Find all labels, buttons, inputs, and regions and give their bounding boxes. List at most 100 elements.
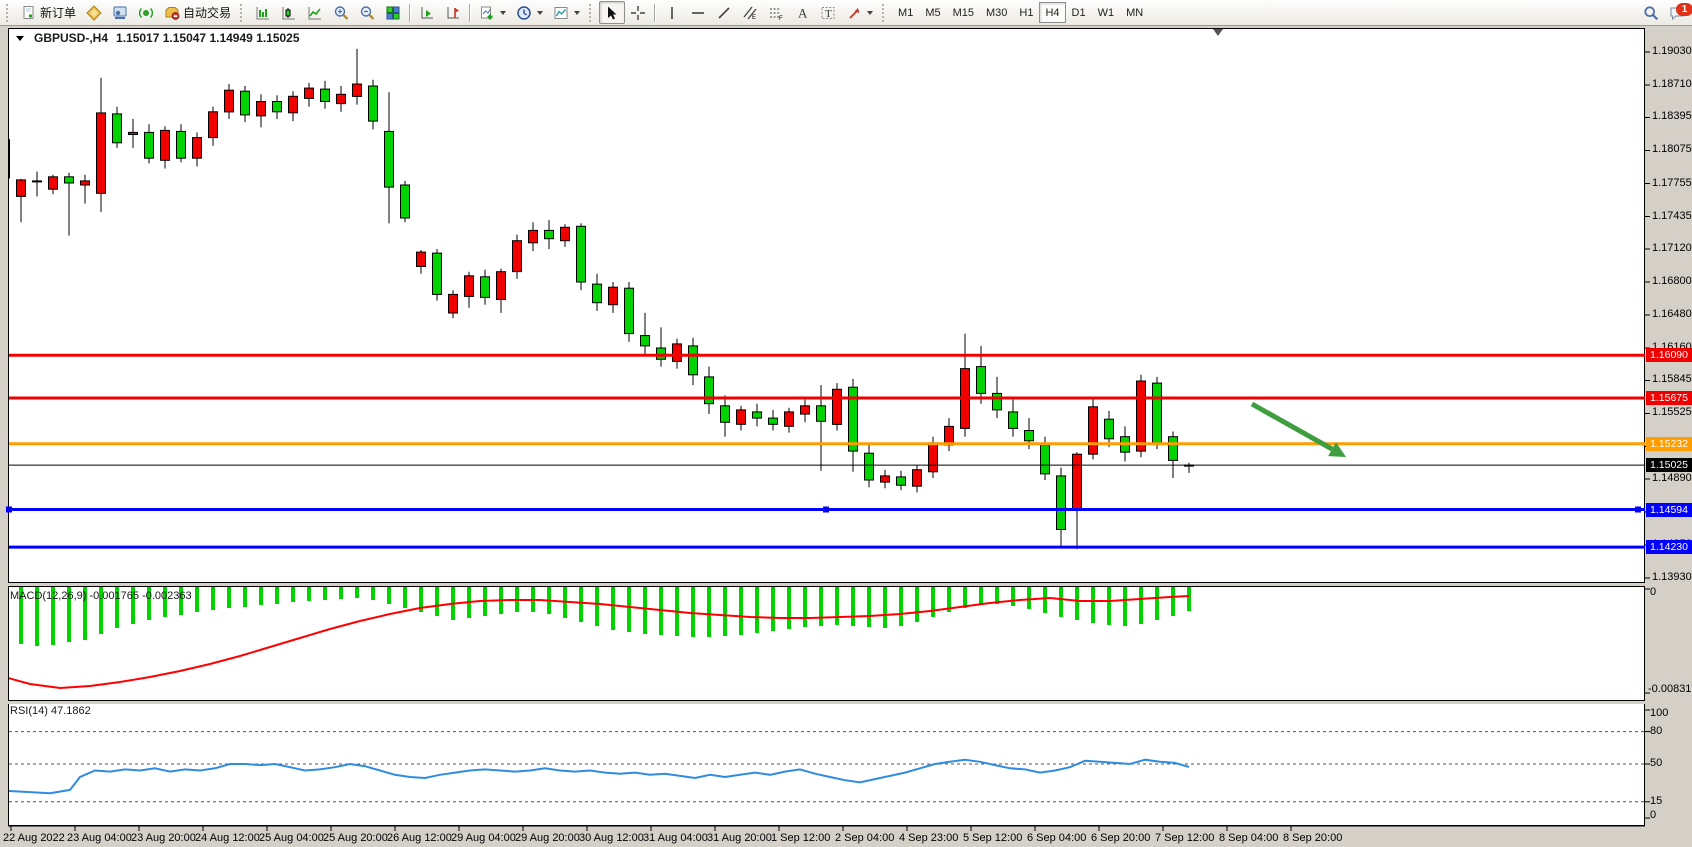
trendline-button[interactable]: [711, 1, 737, 24]
hline-price-label[interactable]: 1.15232: [1646, 436, 1692, 451]
vertical-line-button[interactable]: [659, 1, 685, 24]
cursor-button[interactable]: [599, 1, 626, 24]
hline-price-label[interactable]: 1.15025: [1646, 458, 1692, 473]
cursor-icon: [604, 5, 620, 21]
trendline-icon: [716, 5, 732, 21]
signals-button[interactable]: [133, 1, 159, 24]
notification-badge: 1: [1676, 3, 1692, 16]
dropdown-caret-icon: [867, 10, 874, 15]
terminal-button[interactable]: [107, 1, 133, 24]
price-tick-label: 1.18075: [1652, 143, 1692, 156]
new-order-button[interactable]: 新订单: [16, 1, 81, 24]
timeframe-m1[interactable]: M1: [898, 6, 914, 19]
chart-shift-button[interactable]: [440, 1, 466, 24]
new-chart-button[interactable]: [474, 1, 511, 24]
panel-resize-handle[interactable]: [8, 701, 1645, 704]
price-tick-label: 1.18395: [1652, 110, 1692, 123]
date-axis-label: 30 Aug 12:00: [579, 832, 644, 844]
timeframe-h1[interactable]: H1: [1019, 6, 1034, 19]
metaeditor-icon: [86, 4, 102, 21]
timeframe-w1[interactable]: W1: [1097, 6, 1115, 19]
date-axis-label: 31 Aug 04:00: [643, 832, 708, 844]
price-tick-label: 1.14890: [1652, 471, 1692, 484]
toolbar-sep-3: [654, 3, 657, 22]
rsi-80-label: 80: [1650, 724, 1663, 737]
bar-chart-button[interactable]: [250, 1, 276, 24]
timeframe-h4[interactable]: H4: [1039, 2, 1066, 23]
price-tick-label: 1.17120: [1652, 241, 1692, 254]
timeframe-m30[interactable]: M30: [986, 6, 1008, 19]
templates-button[interactable]: [548, 1, 585, 24]
autotrading-button[interactable]: 自动交易: [159, 1, 236, 24]
rsi-label: RSI(14) 47.1862: [10, 705, 91, 717]
fibonacci-icon: F: [768, 5, 784, 21]
horizontal-line-button[interactable]: [685, 1, 711, 24]
date-axis-label: 25 Aug 20:00: [323, 832, 388, 844]
line-chart-button[interactable]: [302, 1, 328, 24]
signals-icon: [138, 5, 154, 21]
hline-price-label[interactable]: 1.14594: [1646, 502, 1692, 517]
new-order-button-label: 新订单: [40, 6, 77, 20]
hline-price-label[interactable]: 1.16090: [1646, 348, 1692, 363]
chart-title: GBPUSD-,H4 1.15017 1.15047 1.14949 1.150…: [16, 31, 300, 45]
rsi-50-label: 50: [1650, 757, 1663, 769]
candlestick-chart-button[interactable]: [276, 1, 302, 24]
toolbar-grip-standard: [6, 3, 12, 22]
date-axis-ticks: [8, 825, 1645, 831]
clock-icon: [516, 5, 532, 21]
timeframe-mn[interactable]: MN: [1126, 6, 1144, 19]
price-tick-label: 1.16480: [1652, 308, 1692, 320]
chart-window[interactable]: GBPUSD-,H4 1.15017 1.15047 1.14949 1.150…: [0, 26, 1692, 847]
panel-resize-handle[interactable]: [8, 583, 1645, 586]
arrows-button[interactable]: [841, 1, 878, 24]
zoom-out-button[interactable]: [354, 1, 380, 24]
date-axis-label: 1 Sep 12:00: [771, 832, 831, 844]
timeframe-m15[interactable]: M15: [952, 6, 974, 19]
rsi-100-label: 100: [1650, 707, 1669, 719]
fibonacci-button[interactable]: F: [763, 1, 789, 24]
text-button[interactable]: A: [789, 1, 815, 24]
auto-scroll-icon: [419, 5, 435, 21]
crosshair-icon: [630, 5, 646, 21]
text-label-icon: T: [820, 5, 836, 21]
new-order-icon: [21, 5, 37, 21]
search-button[interactable]: [1638, 1, 1664, 24]
equidistant-channel-button[interactable]: E: [737, 1, 763, 24]
rsi-panel[interactable]: [8, 703, 1645, 826]
dropdown-caret-icon: [537, 10, 544, 15]
date-axis-label: 29 Aug 20:00: [515, 832, 580, 844]
text-label-button[interactable]: T: [815, 1, 841, 24]
horizontal-line-icon: [690, 5, 706, 21]
date-axis-label: 25 Aug 04:00: [259, 832, 324, 844]
toolbar: 新订单 自动交易 E F A T M1 M5 M15 M30 H1 H4 D1 W1 MN 1: [0, 0, 1692, 26]
main-chart-panel[interactable]: [8, 28, 1645, 583]
periods-button[interactable]: [511, 1, 548, 24]
tile-windows-button[interactable]: [380, 1, 406, 24]
date-axis-label: 24 Aug 12:00: [195, 832, 260, 844]
date-axis-label: 26 Aug 12:00: [387, 832, 452, 844]
zoom-in-button[interactable]: [328, 1, 354, 24]
hline-price-label[interactable]: 1.15675: [1646, 391, 1692, 406]
toolbar-grip-timeframes: [882, 3, 888, 22]
line-chart-icon: [307, 5, 323, 21]
symbol-dropdown-icon[interactable]: [16, 35, 24, 41]
crosshair-button[interactable]: [625, 1, 651, 24]
metaeditor-button[interactable]: [81, 1, 107, 24]
hline-price-label[interactable]: 1.14230: [1646, 540, 1692, 555]
macd-min-label: -0.008317: [1648, 683, 1692, 695]
auto-scroll-button[interactable]: [414, 1, 440, 24]
date-axis-label: 29 Aug 04:00: [451, 832, 516, 844]
macd-panel[interactable]: [8, 586, 1645, 701]
toolbar-grip-tools: [589, 3, 595, 22]
chart-ohlc-values: 1.15017 1.15047 1.14949 1.15025: [116, 31, 300, 45]
zoom-in-icon: [333, 5, 349, 21]
timeframe-m5[interactable]: M5: [925, 6, 941, 19]
timeframe-d1[interactable]: D1: [1071, 6, 1086, 19]
chart-symbol-period: GBPUSD-,H4: [34, 31, 109, 45]
chat-button[interactable]: 1: [1664, 1, 1692, 24]
svg-text:F: F: [779, 16, 783, 21]
price-tick-label: 1.16800: [1652, 274, 1692, 287]
date-axis-label: 22 Aug 2022: [3, 832, 65, 844]
rsi-15-label: 15: [1650, 794, 1663, 807]
